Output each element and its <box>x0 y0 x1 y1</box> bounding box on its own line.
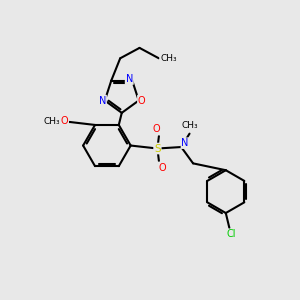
Text: S: S <box>154 143 161 154</box>
Text: CH₃: CH₃ <box>160 54 177 63</box>
Text: CH₃: CH₃ <box>182 121 198 130</box>
Text: N: N <box>182 138 189 148</box>
Text: O: O <box>61 116 68 126</box>
Text: Cl: Cl <box>226 230 236 239</box>
Text: O: O <box>158 163 166 172</box>
Text: O: O <box>138 95 146 106</box>
Text: N: N <box>99 95 106 106</box>
Text: N: N <box>126 74 133 84</box>
Text: O: O <box>152 124 160 134</box>
Text: CH₃: CH₃ <box>44 117 60 126</box>
